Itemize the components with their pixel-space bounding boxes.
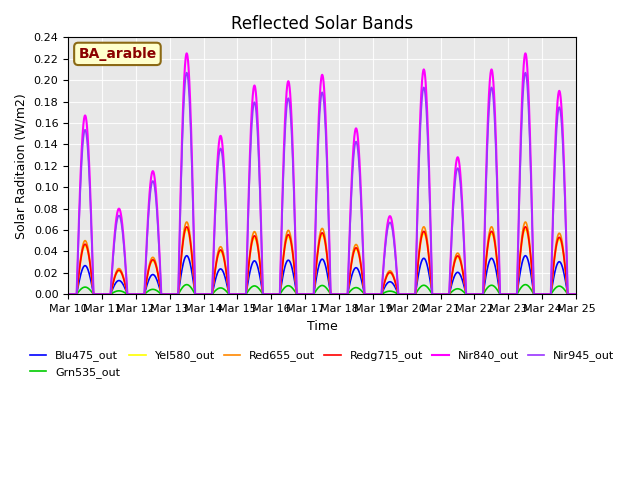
- Red655_out: [183, 219, 191, 225]
- Nir945_out: [508, 291, 515, 297]
- Yel580_out: [122, 286, 130, 291]
- Nir840_out: [122, 270, 130, 276]
- Legend: Blu475_out, Grn535_out, Yel580_out, Red655_out, Redg715_out, Nir840_out, Nir945_: Blu475_out, Grn535_out, Yel580_out, Red6…: [25, 346, 619, 382]
- Nir840_out: [572, 291, 580, 297]
- Red655_out: [152, 262, 160, 267]
- Yel580_out: [64, 291, 72, 297]
- Nir840_out: [508, 291, 515, 297]
- Nir840_out: [259, 291, 267, 297]
- Nir840_out: [183, 50, 191, 56]
- Blu475_out: [152, 276, 160, 281]
- Nir840_out: [64, 291, 72, 297]
- Nir840_out: [152, 192, 160, 198]
- Nir945_out: [64, 291, 72, 297]
- Blu475_out: [508, 291, 515, 297]
- Nir840_out: [281, 115, 289, 121]
- Red655_out: [508, 291, 515, 297]
- Yel580_out: [183, 227, 191, 232]
- Nir945_out: [183, 70, 191, 75]
- Redg715_out: [563, 276, 570, 281]
- Yel580_out: [508, 291, 515, 297]
- Line: Red655_out: Red655_out: [68, 222, 576, 294]
- Redg715_out: [152, 264, 160, 269]
- Blu475_out: [122, 288, 130, 294]
- Redg715_out: [122, 286, 130, 291]
- Grn535_out: [563, 289, 570, 295]
- Nir945_out: [152, 200, 160, 205]
- Redg715_out: [572, 291, 580, 297]
- X-axis label: Time: Time: [307, 320, 337, 333]
- Red655_out: [572, 291, 580, 297]
- Text: BA_arable: BA_arable: [78, 47, 157, 61]
- Grn535_out: [122, 290, 130, 296]
- Nir945_out: [572, 291, 580, 297]
- Line: Nir840_out: Nir840_out: [68, 53, 576, 294]
- Grn535_out: [64, 291, 72, 297]
- Line: Nir945_out: Nir945_out: [68, 72, 576, 294]
- Nir945_out: [281, 129, 289, 135]
- Blu475_out: [183, 253, 191, 259]
- Yel580_out: [572, 291, 580, 297]
- Grn535_out: [572, 291, 580, 297]
- Redg715_out: [259, 291, 267, 297]
- Title: Reflected Solar Bands: Reflected Solar Bands: [231, 15, 413, 33]
- Red655_out: [64, 291, 72, 297]
- Grn535_out: [508, 291, 515, 297]
- Grn535_out: [152, 288, 160, 293]
- Nir945_out: [563, 239, 570, 245]
- Blu475_out: [572, 291, 580, 297]
- Grn535_out: [259, 291, 267, 297]
- Blu475_out: [281, 263, 289, 269]
- Nir945_out: [122, 272, 130, 277]
- Redg715_out: [508, 291, 515, 297]
- Red655_out: [259, 291, 267, 297]
- Red655_out: [122, 285, 130, 291]
- Grn535_out: [281, 284, 289, 290]
- Redg715_out: [64, 291, 72, 297]
- Blu475_out: [64, 291, 72, 297]
- Grn535_out: [183, 282, 191, 288]
- Y-axis label: Solar Raditaion (W/m2): Solar Raditaion (W/m2): [15, 93, 28, 239]
- Yel580_out: [152, 264, 160, 270]
- Yel580_out: [259, 291, 267, 297]
- Line: Grn535_out: Grn535_out: [68, 285, 576, 294]
- Line: Blu475_out: Blu475_out: [68, 256, 576, 294]
- Redg715_out: [183, 224, 191, 230]
- Yel580_out: [281, 244, 289, 250]
- Blu475_out: [259, 291, 267, 297]
- Nir945_out: [259, 291, 267, 297]
- Red655_out: [281, 239, 289, 244]
- Nir840_out: [563, 235, 570, 240]
- Line: Yel580_out: Yel580_out: [68, 229, 576, 294]
- Red655_out: [563, 275, 570, 280]
- Redg715_out: [281, 242, 289, 248]
- Line: Redg715_out: Redg715_out: [68, 227, 576, 294]
- Blu475_out: [563, 282, 570, 288]
- Yel580_out: [563, 276, 570, 282]
